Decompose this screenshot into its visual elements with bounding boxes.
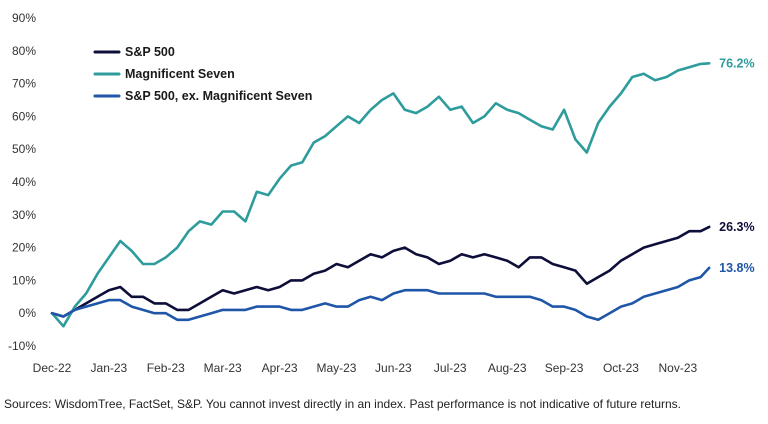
series-lines bbox=[50, 61, 711, 328]
x-tick-label: Jan-23 bbox=[91, 361, 128, 375]
end-label-2: 13.8% bbox=[719, 261, 754, 275]
legend-label-2: S&P 500, ex. Magnificent Seven bbox=[125, 89, 312, 103]
x-tick-label: Jun-23 bbox=[375, 361, 412, 375]
legend-label-0: S&P 500 bbox=[125, 45, 175, 59]
y-tick-label: 80% bbox=[12, 44, 36, 58]
x-tick-label: Dec-22 bbox=[33, 361, 72, 375]
y-tick-label: 90% bbox=[12, 11, 36, 25]
y-tick-label: 60% bbox=[12, 109, 36, 123]
x-tick-label: May-23 bbox=[316, 361, 356, 375]
source-note: Sources: WisdomTree, FactSet, S&P. You c… bbox=[4, 397, 682, 411]
y-tick-label: 10% bbox=[12, 273, 36, 287]
legend-label-1: Magnificent Seven bbox=[125, 67, 235, 81]
x-axis: Dec-22 Jan-23 Feb-23 Mar-23 Apr-23 May-23 Jun-… bbox=[33, 361, 698, 375]
y-tick-label: 50% bbox=[12, 142, 36, 156]
x-tick-label: Apr-23 bbox=[262, 361, 298, 375]
x-tick-label: Nov-23 bbox=[659, 361, 698, 375]
y-tick-label: 0% bbox=[19, 306, 37, 320]
series-line-1 bbox=[50, 61, 711, 328]
y-tick-label: 70% bbox=[12, 77, 36, 91]
x-tick-label: Aug-23 bbox=[488, 361, 527, 375]
y-tick-label: -10% bbox=[8, 339, 36, 353]
x-tick-label: Feb-23 bbox=[147, 361, 185, 375]
y-tick-label: 30% bbox=[12, 208, 36, 222]
x-tick-label: Oct-23 bbox=[603, 361, 639, 375]
x-tick-label: Jul-23 bbox=[434, 361, 467, 375]
y-tick-label: 40% bbox=[12, 175, 36, 189]
x-tick-label: Mar-23 bbox=[204, 361, 242, 375]
end-labels: 26.3% 76.2% 13.8% bbox=[719, 56, 754, 275]
x-tick-label: Sep-23 bbox=[545, 361, 584, 375]
y-axis: -10% 0% 10% 20% 30% 40% 50% 60% 70% 80% 90% bbox=[8, 11, 36, 353]
series-line-0 bbox=[50, 225, 711, 318]
end-label-1: 76.2% bbox=[719, 56, 754, 70]
series-line-2 bbox=[50, 266, 711, 322]
y-tick-label: 20% bbox=[12, 241, 36, 255]
legend: S&P 500 Magnificent Seven S&P 500, ex. Mag… bbox=[93, 45, 312, 103]
line-chart: -10% 0% 10% 20% 30% 40% 50% 60% 70% 80% 90% Dec-22… bbox=[8, 11, 755, 375]
end-label-0: 26.3% bbox=[719, 220, 754, 234]
